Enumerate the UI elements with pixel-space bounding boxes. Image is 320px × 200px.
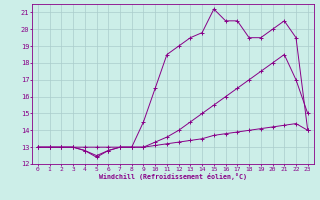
X-axis label: Windchill (Refroidissement éolien,°C): Windchill (Refroidissement éolien,°C) bbox=[99, 173, 247, 180]
